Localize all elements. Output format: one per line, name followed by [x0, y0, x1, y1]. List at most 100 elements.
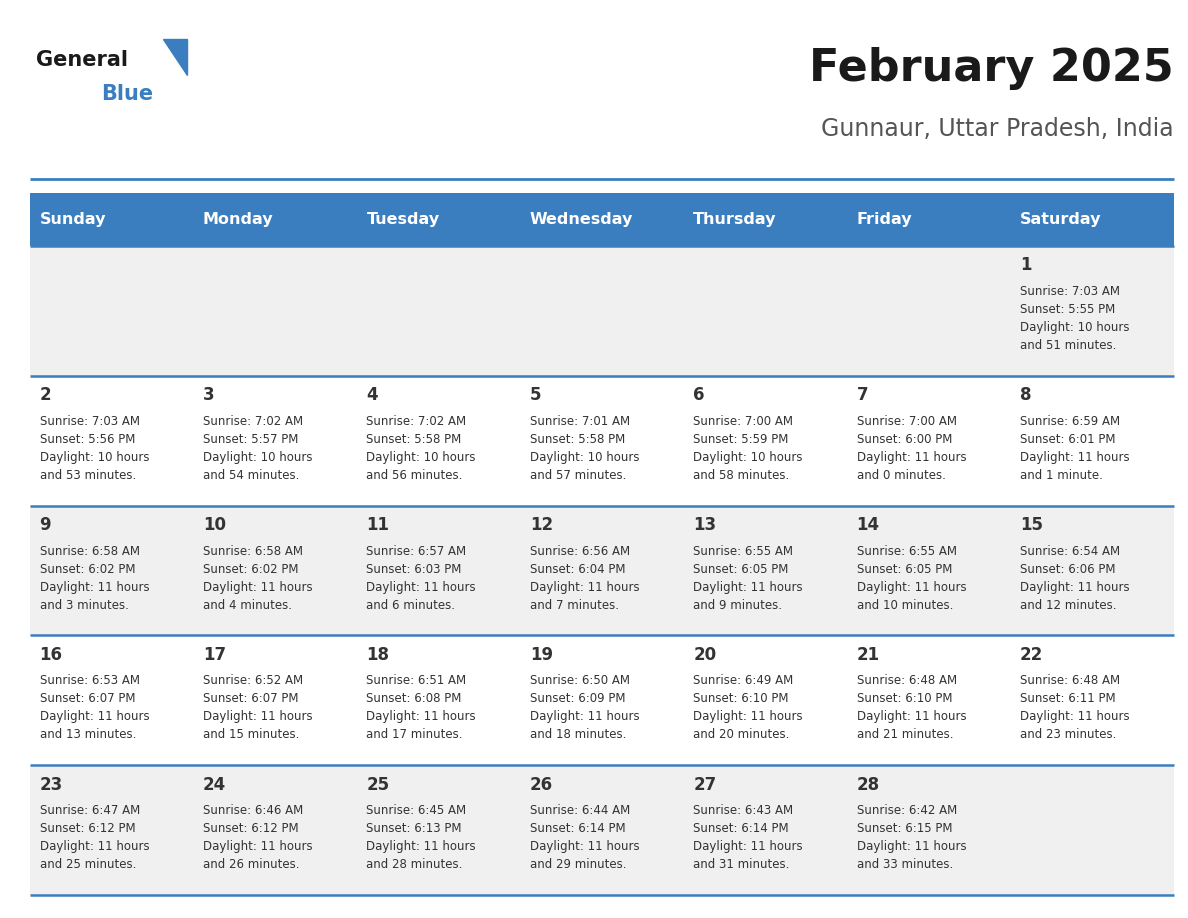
Bar: [1010, 635, 1174, 766]
Text: 10: 10: [203, 516, 226, 534]
Text: 23: 23: [39, 776, 63, 794]
Text: Sunrise: 6:57 AM
Sunset: 6:03 PM
Daylight: 11 hours
and 6 minutes.: Sunrise: 6:57 AM Sunset: 6:03 PM Dayligh…: [366, 544, 476, 611]
Text: Sunrise: 6:58 AM
Sunset: 6:02 PM
Daylight: 11 hours
and 4 minutes.: Sunrise: 6:58 AM Sunset: 6:02 PM Dayligh…: [203, 544, 312, 611]
Bar: [520, 506, 683, 635]
Text: February 2025: February 2025: [809, 48, 1174, 90]
Text: General: General: [36, 50, 127, 70]
Bar: [194, 193, 356, 246]
Text: Sunrise: 6:52 AM
Sunset: 6:07 PM
Daylight: 11 hours
and 15 minutes.: Sunrise: 6:52 AM Sunset: 6:07 PM Dayligh…: [203, 675, 312, 742]
Bar: [847, 193, 1010, 246]
Text: Sunrise: 7:00 AM
Sunset: 6:00 PM
Daylight: 11 hours
and 0 minutes.: Sunrise: 7:00 AM Sunset: 6:00 PM Dayligh…: [857, 415, 966, 482]
Text: 9: 9: [39, 516, 51, 534]
Text: Wednesday: Wednesday: [530, 212, 633, 227]
Bar: [1010, 766, 1174, 895]
Text: Thursday: Thursday: [694, 212, 777, 227]
Bar: [30, 635, 194, 766]
Bar: [194, 375, 356, 506]
Text: 15: 15: [1020, 516, 1043, 534]
Bar: [1010, 193, 1174, 246]
Bar: [194, 635, 356, 766]
Bar: [194, 506, 356, 635]
Text: Sunrise: 6:53 AM
Sunset: 6:07 PM
Daylight: 11 hours
and 13 minutes.: Sunrise: 6:53 AM Sunset: 6:07 PM Dayligh…: [39, 675, 150, 742]
Text: 8: 8: [1020, 386, 1031, 404]
Text: 24: 24: [203, 776, 226, 794]
Text: 22: 22: [1020, 646, 1043, 664]
Text: Sunrise: 6:54 AM
Sunset: 6:06 PM
Daylight: 11 hours
and 12 minutes.: Sunrise: 6:54 AM Sunset: 6:06 PM Dayligh…: [1020, 544, 1130, 611]
Text: Sunrise: 7:03 AM
Sunset: 5:56 PM
Daylight: 10 hours
and 53 minutes.: Sunrise: 7:03 AM Sunset: 5:56 PM Dayligh…: [39, 415, 148, 482]
Bar: [356, 766, 520, 895]
Text: Sunrise: 6:51 AM
Sunset: 6:08 PM
Daylight: 11 hours
and 17 minutes.: Sunrise: 6:51 AM Sunset: 6:08 PM Dayligh…: [366, 675, 476, 742]
Text: Sunrise: 6:47 AM
Sunset: 6:12 PM
Daylight: 11 hours
and 25 minutes.: Sunrise: 6:47 AM Sunset: 6:12 PM Dayligh…: [39, 804, 150, 871]
Bar: [683, 246, 847, 375]
Bar: [847, 246, 1010, 375]
Bar: [683, 193, 847, 246]
Bar: [194, 246, 356, 375]
Text: Sunday: Sunday: [39, 212, 106, 227]
Bar: [356, 635, 520, 766]
Bar: [30, 193, 194, 246]
Bar: [847, 766, 1010, 895]
Text: Blue: Blue: [101, 84, 153, 104]
Bar: [683, 375, 847, 506]
Text: 11: 11: [366, 516, 390, 534]
Bar: [356, 375, 520, 506]
Text: 19: 19: [530, 646, 552, 664]
Bar: [30, 246, 194, 375]
Text: Sunrise: 7:02 AM
Sunset: 5:57 PM
Daylight: 10 hours
and 54 minutes.: Sunrise: 7:02 AM Sunset: 5:57 PM Dayligh…: [203, 415, 312, 482]
Bar: [847, 506, 1010, 635]
Text: Sunrise: 6:46 AM
Sunset: 6:12 PM
Daylight: 11 hours
and 26 minutes.: Sunrise: 6:46 AM Sunset: 6:12 PM Dayligh…: [203, 804, 312, 871]
Text: Sunrise: 7:03 AM
Sunset: 5:55 PM
Daylight: 10 hours
and 51 minutes.: Sunrise: 7:03 AM Sunset: 5:55 PM Dayligh…: [1020, 285, 1130, 352]
Text: Sunrise: 6:55 AM
Sunset: 6:05 PM
Daylight: 11 hours
and 9 minutes.: Sunrise: 6:55 AM Sunset: 6:05 PM Dayligh…: [694, 544, 803, 611]
Bar: [520, 766, 683, 895]
Bar: [683, 635, 847, 766]
Bar: [683, 506, 847, 635]
Text: Sunrise: 6:42 AM
Sunset: 6:15 PM
Daylight: 11 hours
and 33 minutes.: Sunrise: 6:42 AM Sunset: 6:15 PM Dayligh…: [857, 804, 966, 871]
Bar: [356, 246, 520, 375]
Text: 28: 28: [857, 776, 880, 794]
Text: Friday: Friday: [857, 212, 912, 227]
Text: Sunrise: 6:48 AM
Sunset: 6:10 PM
Daylight: 11 hours
and 21 minutes.: Sunrise: 6:48 AM Sunset: 6:10 PM Dayligh…: [857, 675, 966, 742]
Text: Sunrise: 6:58 AM
Sunset: 6:02 PM
Daylight: 11 hours
and 3 minutes.: Sunrise: 6:58 AM Sunset: 6:02 PM Dayligh…: [39, 544, 150, 611]
Text: Monday: Monday: [203, 212, 273, 227]
Bar: [1010, 375, 1174, 506]
Text: 18: 18: [366, 646, 390, 664]
Text: Saturday: Saturday: [1020, 212, 1101, 227]
Text: Sunrise: 6:45 AM
Sunset: 6:13 PM
Daylight: 11 hours
and 28 minutes.: Sunrise: 6:45 AM Sunset: 6:13 PM Dayligh…: [366, 804, 476, 871]
Text: Sunrise: 6:49 AM
Sunset: 6:10 PM
Daylight: 11 hours
and 20 minutes.: Sunrise: 6:49 AM Sunset: 6:10 PM Dayligh…: [694, 675, 803, 742]
Text: Gunnaur, Uttar Pradesh, India: Gunnaur, Uttar Pradesh, India: [821, 117, 1174, 140]
Text: 17: 17: [203, 646, 226, 664]
Text: 2: 2: [39, 386, 51, 404]
Text: 5: 5: [530, 386, 542, 404]
Bar: [30, 766, 194, 895]
Text: Sunrise: 6:59 AM
Sunset: 6:01 PM
Daylight: 11 hours
and 1 minute.: Sunrise: 6:59 AM Sunset: 6:01 PM Dayligh…: [1020, 415, 1130, 482]
Bar: [30, 506, 194, 635]
Text: 25: 25: [366, 776, 390, 794]
Bar: [520, 193, 683, 246]
Polygon shape: [163, 39, 187, 75]
Bar: [847, 635, 1010, 766]
Text: 26: 26: [530, 776, 552, 794]
Text: Sunrise: 6:44 AM
Sunset: 6:14 PM
Daylight: 11 hours
and 29 minutes.: Sunrise: 6:44 AM Sunset: 6:14 PM Dayligh…: [530, 804, 639, 871]
Text: 27: 27: [694, 776, 716, 794]
Bar: [30, 375, 194, 506]
Bar: [847, 375, 1010, 506]
Text: 20: 20: [694, 646, 716, 664]
Text: 6: 6: [694, 386, 704, 404]
Text: Sunrise: 7:00 AM
Sunset: 5:59 PM
Daylight: 10 hours
and 58 minutes.: Sunrise: 7:00 AM Sunset: 5:59 PM Dayligh…: [694, 415, 803, 482]
Text: Sunrise: 7:02 AM
Sunset: 5:58 PM
Daylight: 10 hours
and 56 minutes.: Sunrise: 7:02 AM Sunset: 5:58 PM Dayligh…: [366, 415, 476, 482]
Bar: [683, 766, 847, 895]
Text: Tuesday: Tuesday: [366, 212, 440, 227]
Bar: [520, 246, 683, 375]
Text: 1: 1: [1020, 256, 1031, 274]
Text: Sunrise: 6:48 AM
Sunset: 6:11 PM
Daylight: 11 hours
and 23 minutes.: Sunrise: 6:48 AM Sunset: 6:11 PM Dayligh…: [1020, 675, 1130, 742]
Text: 14: 14: [857, 516, 880, 534]
Bar: [520, 375, 683, 506]
Bar: [194, 766, 356, 895]
Text: Sunrise: 6:55 AM
Sunset: 6:05 PM
Daylight: 11 hours
and 10 minutes.: Sunrise: 6:55 AM Sunset: 6:05 PM Dayligh…: [857, 544, 966, 611]
Text: Sunrise: 6:50 AM
Sunset: 6:09 PM
Daylight: 11 hours
and 18 minutes.: Sunrise: 6:50 AM Sunset: 6:09 PM Dayligh…: [530, 675, 639, 742]
Text: 4: 4: [366, 386, 378, 404]
Text: 21: 21: [857, 646, 880, 664]
Bar: [520, 635, 683, 766]
Bar: [356, 193, 520, 246]
Text: 13: 13: [694, 516, 716, 534]
